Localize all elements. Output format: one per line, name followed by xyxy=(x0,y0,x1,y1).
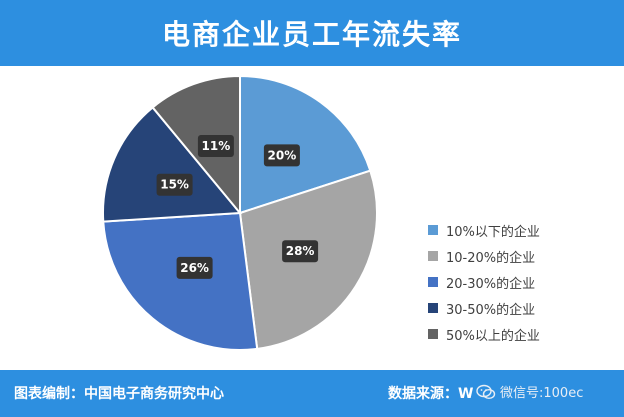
pie-slice xyxy=(102,106,243,223)
slice-label-box xyxy=(176,256,213,279)
legend-label: 20-30%的企业 xyxy=(446,276,536,292)
footer-bar: 图表编制：中国电子商务研究中心 数据来源：W 微信号:100ec xyxy=(0,370,624,417)
pie-slice xyxy=(239,74,372,215)
page-title: 电商企业员工年流失率 xyxy=(161,18,462,51)
watermark-text: 微信号:100ec xyxy=(500,386,584,401)
legend-swatch xyxy=(428,251,438,261)
legend-label: 10%以下的企业 xyxy=(446,224,540,240)
slice-label: 26% xyxy=(176,256,213,279)
legend-label: 50%以上的企业 xyxy=(446,328,540,344)
slice-label: 28% xyxy=(282,240,319,263)
footer-source: 数据来源：W xyxy=(388,386,474,402)
legend-item: 50%以上的企业 xyxy=(428,321,618,347)
slice-label-text: 26% xyxy=(180,261,209,275)
slice-label-text: 28% xyxy=(286,244,315,258)
legend-label: 10-20%的企业 xyxy=(446,250,536,266)
watermark: 微信号:100ec xyxy=(476,382,583,401)
pie-slice xyxy=(151,74,241,216)
slice-label-box xyxy=(156,173,193,196)
slice-label: 11% xyxy=(197,135,234,157)
footer-editor: 图表编制：中国电子商务研究中心 xyxy=(14,386,224,402)
legend-item: 10%以下的企业 xyxy=(428,217,618,243)
pie-slice xyxy=(102,211,259,351)
slice-label-text: 11% xyxy=(202,139,231,153)
legend-swatch xyxy=(428,329,438,339)
slice-label: 15% xyxy=(156,173,193,196)
slice-label-box xyxy=(263,144,300,167)
legend-swatch xyxy=(428,277,438,287)
legend-label: 30-50%的企业 xyxy=(446,302,536,318)
chart-area: 20% 28% 26% 15% 11% 10%以下的企业 10-20%的企业 20-30%的… xyxy=(0,66,624,370)
legend-swatch xyxy=(428,303,438,313)
slice-label-box xyxy=(282,240,319,263)
wechat-icon xyxy=(476,384,496,399)
slice-label: 20% xyxy=(263,144,300,167)
slice-label-text: 20% xyxy=(268,148,297,162)
legend-item: 10-20%的企业 xyxy=(428,243,618,269)
legend-item: 20-30%的企业 xyxy=(428,269,618,295)
legend: 10%以下的企业 10-20%的企业 20-30%的企业 30-50%的企业 50%以上… xyxy=(428,217,618,347)
pie-chart: 20% 28% 26% 15% 11% xyxy=(102,74,378,351)
slice-label-box xyxy=(197,135,234,157)
title-bar: 电商企业员工年流失率 xyxy=(0,0,624,66)
legend-item: 30-50%的企业 xyxy=(428,295,618,321)
slice-label-text: 15% xyxy=(160,178,189,192)
legend-swatch xyxy=(428,225,438,235)
